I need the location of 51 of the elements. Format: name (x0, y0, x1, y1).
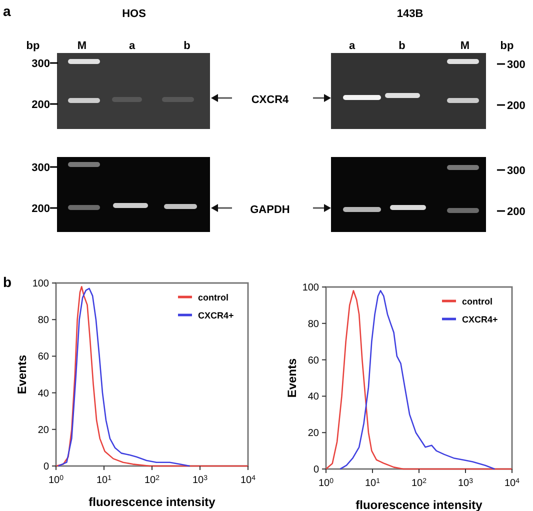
x-tick-label: 10$^{0}$ (318, 478, 334, 489)
text: a (128, 40, 136, 52)
x-tick-label: 10$^{2}$ (411, 478, 427, 489)
legend-label: CXCR4+ (198, 310, 234, 320)
legend-label: control (462, 296, 492, 306)
text: a (348, 40, 356, 52)
y-tick-label: 80 (308, 318, 320, 330)
text: M (77, 40, 87, 52)
text: 200 (507, 100, 526, 112)
text: GAPDH (250, 204, 290, 216)
x-tick-label: 10$^{4}$ (504, 478, 520, 489)
text: bp (500, 40, 514, 52)
text: M (460, 40, 470, 52)
text: 300 (32, 58, 50, 70)
x-tick-label: 10$^{2}$ (144, 474, 160, 486)
text: 300 (507, 165, 526, 177)
text: CXCR4 (251, 94, 290, 106)
legend-label: control (198, 292, 228, 302)
x-tick-label: 10$^{3}$ (192, 474, 208, 486)
y-axis-title: Events (285, 358, 299, 398)
y-tick-label: 60 (308, 355, 320, 366)
y-tick-label: 20 (38, 424, 50, 436)
x-tick-label: 10$^{4}$ (240, 474, 256, 486)
y-tick-label: 100 (302, 282, 320, 294)
text: 300 (32, 162, 50, 174)
y-tick-label: 40 (308, 392, 320, 403)
x-tick-label: 10$^{1}$ (96, 474, 112, 486)
text: 200 (507, 206, 526, 218)
y-tick-label: 20 (308, 428, 320, 440)
y-axis-title: Events (15, 354, 29, 394)
y-tick-label: 60 (38, 352, 50, 363)
y-tick-label: 100 (32, 278, 50, 290)
y-tick-label: 0 (43, 462, 50, 472)
text: b (184, 40, 191, 52)
text: 143B (396, 8, 424, 20)
x-tick-label: 10$^{3}$ (458, 478, 474, 489)
y-tick-label: 40 (38, 388, 50, 400)
x-tick-label: 10$^{1}$ (364, 478, 380, 489)
text: b (398, 40, 406, 52)
x-tick-label: 10$^{0}$ (48, 474, 64, 486)
text: a (3, 3, 11, 19)
text: 200 (32, 203, 50, 215)
text: 300 (507, 59, 526, 71)
text: b (3, 274, 12, 290)
x-axis-title: fluorescence intensity (88, 495, 216, 509)
y-tick-label: 80 (38, 315, 50, 326)
y-tick-label: 0 (313, 464, 320, 476)
text: 200 (32, 99, 50, 111)
text: bp (26, 40, 40, 52)
legend-label: CXCR4+ (462, 314, 498, 324)
text: HOS (122, 8, 146, 20)
